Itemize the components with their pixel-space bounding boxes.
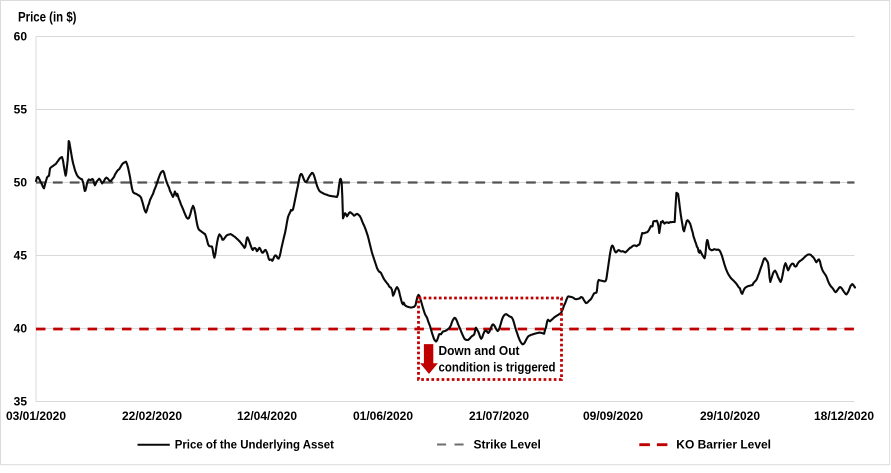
svg-text:22/02/2020: 22/02/2020	[122, 409, 182, 423]
svg-text:40: 40	[14, 322, 28, 336]
svg-text:Strike Level: Strike Level	[474, 438, 541, 452]
svg-text:21/07/2020: 21/07/2020	[469, 409, 529, 423]
svg-text:18/12/2020: 18/12/2020	[814, 409, 874, 423]
svg-text:12/04/2020: 12/04/2020	[237, 409, 297, 423]
svg-text:50: 50	[14, 176, 28, 190]
svg-text:29/10/2020: 29/10/2020	[700, 409, 760, 423]
svg-text:Down and Out: Down and Out	[439, 343, 521, 358]
svg-text:01/06/2020: 01/06/2020	[353, 409, 413, 423]
svg-text:55: 55	[14, 103, 28, 117]
svg-text:KO Barrier Level: KO Barrier Level	[676, 438, 771, 452]
svg-text:09/09/2020: 09/09/2020	[583, 409, 643, 423]
svg-text:Price of the Underlying Asset: Price of the Underlying Asset	[175, 438, 334, 452]
svg-text:60: 60	[14, 30, 28, 44]
svg-text:45: 45	[14, 249, 28, 263]
svg-text:35: 35	[14, 395, 28, 409]
svg-text:condition is triggered: condition is triggered	[439, 360, 556, 375]
svg-text:03/01/2020: 03/01/2020	[6, 409, 66, 423]
svg-text:Price (in $): Price (in $)	[18, 10, 77, 25]
